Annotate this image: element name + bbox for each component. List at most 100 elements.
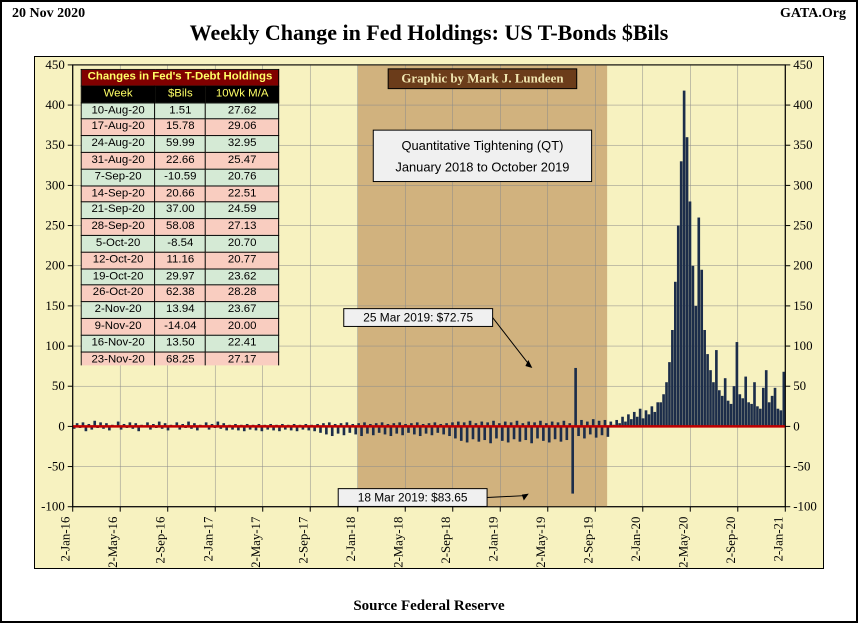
cell-week: 5-Oct-20	[81, 235, 155, 252]
cell-bils: 37.00	[155, 202, 206, 219]
svg-text:2-Jan-21: 2-Jan-21	[771, 517, 785, 562]
svg-text:0: 0	[793, 419, 799, 433]
chart-frame: 20 Nov 2020 GATA.Org Weekly Change in Fe…	[0, 0, 858, 623]
svg-text:2-May-17: 2-May-17	[249, 516, 263, 568]
cell-ma: 29.06	[206, 119, 279, 136]
cell-ma: 23.62	[206, 269, 279, 286]
cell-bils: -14.04	[155, 318, 206, 335]
cell-ma: 27.13	[206, 219, 279, 236]
svg-text:Quantitative Tightening (QT): Quantitative Tightening (QT)	[402, 138, 564, 153]
svg-text:-100: -100	[41, 500, 65, 514]
svg-text:2-May-20: 2-May-20	[676, 517, 690, 568]
cell-bils: 29.97	[155, 269, 206, 286]
svg-text:2-Sep-18: 2-Sep-18	[439, 517, 453, 564]
svg-text:0: 0	[58, 419, 64, 433]
bar-chart: -100-100-50-5000505010010015015020020025…	[34, 56, 824, 569]
topbar: 20 Nov 2020 GATA.Org	[2, 2, 856, 22]
table-row: 16-Nov-2013.5022.41	[81, 335, 279, 352]
cell-ma: 28.28	[206, 285, 279, 302]
svg-text:200: 200	[45, 259, 64, 273]
cell-week: 2-Nov-20	[81, 302, 155, 319]
cell-bils: 58.08	[155, 219, 206, 236]
svg-text:2-Jan-20: 2-Jan-20	[629, 517, 643, 562]
cell-week: 12-Oct-20	[81, 252, 155, 269]
svg-text:Graphic by Mark J. Lundeen: Graphic by Mark J. Lundeen	[401, 72, 563, 86]
table-row: 7-Sep-20-10.5920.76	[81, 169, 279, 186]
svg-text:-100: -100	[793, 500, 817, 514]
svg-text:300: 300	[793, 178, 812, 192]
svg-text:100: 100	[793, 339, 812, 353]
table-row: 23-Nov-2068.2527.17	[81, 352, 279, 366]
cell-week: 7-Sep-20	[81, 169, 155, 186]
svg-text:2-Sep-19: 2-Sep-19	[581, 517, 595, 564]
cell-week: 26-Oct-20	[81, 285, 155, 302]
cell-ma: 22.51	[206, 186, 279, 203]
table-row: 26-Oct-2062.3828.28	[81, 285, 279, 302]
svg-text:18 Mar 2019: $83.65: 18 Mar 2019: $83.65	[358, 491, 468, 505]
chart-title: Weekly Change in Fed Holdings: US T-Bond…	[2, 20, 856, 46]
svg-text:250: 250	[793, 219, 812, 233]
cell-bils: 68.25	[155, 352, 206, 366]
col-ma: 10Wk M/A	[206, 86, 279, 103]
svg-text:25 Mar 2019: $72.75: 25 Mar 2019: $72.75	[363, 311, 473, 325]
col-bils: $Bils	[155, 86, 206, 103]
cell-ma: 20.00	[206, 318, 279, 335]
x-axis-label: Source Federal Reserve	[2, 598, 856, 615]
cell-week: 9-Nov-20	[81, 318, 155, 335]
cell-week: 17-Aug-20	[81, 119, 155, 136]
cell-week: 28-Sep-20	[81, 219, 155, 236]
svg-text:January 2018 to October 2019: January 2018 to October 2019	[395, 160, 569, 175]
table-row: 2-Nov-2013.9423.67	[81, 302, 279, 319]
cell-bils: 1.51	[155, 103, 206, 120]
cell-bils: -10.59	[155, 169, 206, 186]
cell-bils: 15.78	[155, 119, 206, 136]
table-row: 19-Oct-2029.9723.62	[81, 269, 279, 286]
svg-text:350: 350	[45, 138, 64, 152]
table-row: 9-Nov-20-14.0420.00	[81, 318, 279, 335]
svg-text:150: 150	[793, 299, 812, 313]
svg-text:50: 50	[52, 379, 65, 393]
svg-text:100: 100	[45, 339, 64, 353]
cell-week: 19-Oct-20	[81, 269, 155, 286]
table-row: 24-Aug-2059.9932.95	[81, 136, 279, 153]
cell-ma: 20.70	[206, 235, 279, 252]
cell-ma: 25.47	[206, 152, 279, 169]
svg-text:400: 400	[45, 98, 64, 112]
svg-text:-50: -50	[48, 460, 65, 474]
cell-week: 10-Aug-20	[81, 103, 155, 120]
cell-week: 24-Aug-20	[81, 136, 155, 153]
svg-text:300: 300	[45, 178, 64, 192]
svg-text:350: 350	[793, 138, 812, 152]
cell-bils: 13.50	[155, 335, 206, 352]
svg-text:400: 400	[793, 98, 812, 112]
cell-bils: 20.66	[155, 186, 206, 203]
cell-ma: 27.62	[206, 103, 279, 120]
cell-bils: 13.94	[155, 302, 206, 319]
cell-week: 16-Nov-20	[81, 335, 155, 352]
svg-text:-50: -50	[793, 460, 810, 474]
svg-text:200: 200	[793, 259, 812, 273]
table-row: 14-Sep-2020.6622.51	[81, 186, 279, 203]
svg-text:2-May-19: 2-May-19	[534, 517, 548, 568]
table-row: 28-Sep-2058.0827.13	[81, 219, 279, 236]
col-week: Week	[81, 86, 155, 103]
date-label: 20 Nov 2020	[12, 6, 85, 22]
holdings-table: Changes in Fed's T-Debt HoldingsWeek$Bil…	[81, 69, 280, 366]
cell-bils: 62.38	[155, 285, 206, 302]
cell-ma: 23.67	[206, 302, 279, 319]
cell-ma: 27.17	[206, 352, 279, 366]
table-title: Changes in Fed's T-Debt Holdings	[81, 69, 279, 86]
svg-text:250: 250	[45, 219, 64, 233]
table-row: 5-Oct-20-8.5420.70	[81, 235, 279, 252]
svg-text:2-Jan-17: 2-Jan-17	[201, 516, 215, 561]
cell-bils: 59.99	[155, 136, 206, 153]
table-row: 12-Oct-2011.1620.77	[81, 252, 279, 269]
svg-text:150: 150	[45, 299, 64, 313]
table-row: 31-Aug-2022.6625.47	[81, 152, 279, 169]
svg-text:2-Sep-16: 2-Sep-16	[154, 516, 168, 564]
svg-text:2-Jan-18: 2-Jan-18	[344, 517, 358, 562]
svg-text:450: 450	[45, 58, 64, 72]
site-label: GATA.Org	[780, 6, 846, 22]
cell-week: 14-Sep-20	[81, 186, 155, 203]
cell-ma: 20.76	[206, 169, 279, 186]
